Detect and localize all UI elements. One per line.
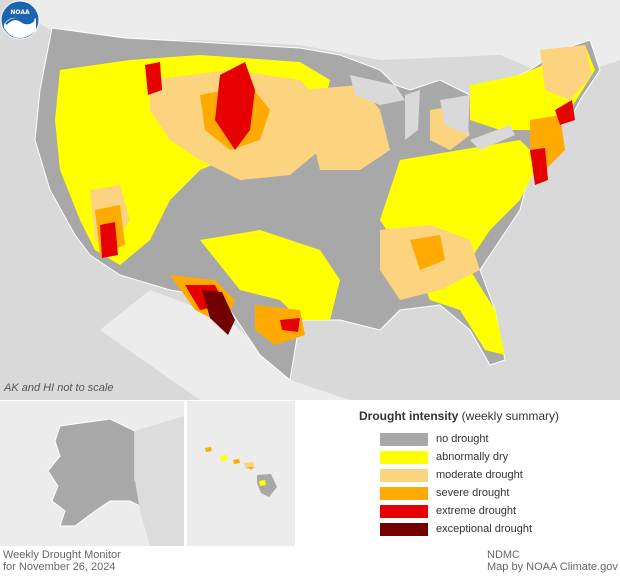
legend-swatch-moderate-drought — [380, 468, 428, 482]
legend-label: moderate drought — [436, 469, 523, 481]
alaska-inset — [0, 401, 184, 546]
legend-label: no drought — [436, 433, 489, 445]
legend-label: abnormally dry — [436, 451, 509, 463]
legend-swatch-severe-drought — [380, 486, 428, 500]
conus-map-graphic — [20, 0, 620, 400]
legend-item: moderate drought — [380, 468, 523, 482]
inset-divider — [295, 401, 298, 546]
noaa-logo-icon: NOAA — [0, 0, 40, 40]
footer-product-name: Weekly Drought Monitor — [3, 549, 121, 561]
inset-divider — [184, 401, 187, 546]
footer-map-credit: Map by NOAA Climate.gov — [487, 561, 618, 573]
legend-label: extreme drought — [436, 505, 517, 517]
legend-title-bold: Drought intensity — [359, 409, 459, 423]
legend-item: extreme drought — [380, 504, 516, 518]
footer-credit-right: NDMC Map by NOAA Climate.gov — [487, 549, 618, 573]
footer-source: NDMC — [487, 549, 520, 561]
hawaii-inset — [187, 401, 295, 546]
legend-swatch-abnormally-dry — [380, 450, 428, 464]
footer-date: for November 26, 2024 — [3, 561, 116, 573]
legend-item: no drought — [380, 432, 489, 446]
footer-credit-left: Weekly Drought Monitor for November 26, … — [3, 549, 121, 573]
conus-drought-map: AK and HI not to scale NOAA — [0, 0, 620, 400]
hawaii-map-graphic — [205, 447, 277, 497]
legend-label: exceptional drought — [436, 523, 533, 535]
legend-swatch-extreme-drought — [380, 504, 428, 518]
scale-note: AK and HI not to scale — [4, 382, 114, 394]
legend-swatch-exceptional-drought — [380, 522, 428, 536]
legend-label: severe drought — [436, 487, 510, 499]
legend-title-rest: (weekly summary) — [458, 409, 560, 423]
alaska-map-graphic — [47, 416, 184, 546]
legend-item: severe drought — [380, 486, 509, 500]
legend-title: Drought intensity (weekly summary) — [359, 409, 559, 423]
legend-swatch-no-drought — [380, 432, 428, 446]
svg-text:NOAA: NOAA — [10, 9, 30, 16]
legend: Drought intensity (weekly summary) no dr… — [298, 401, 620, 546]
legend-item: abnormally dry — [380, 450, 508, 464]
legend-item: exceptional drought — [380, 522, 532, 536]
